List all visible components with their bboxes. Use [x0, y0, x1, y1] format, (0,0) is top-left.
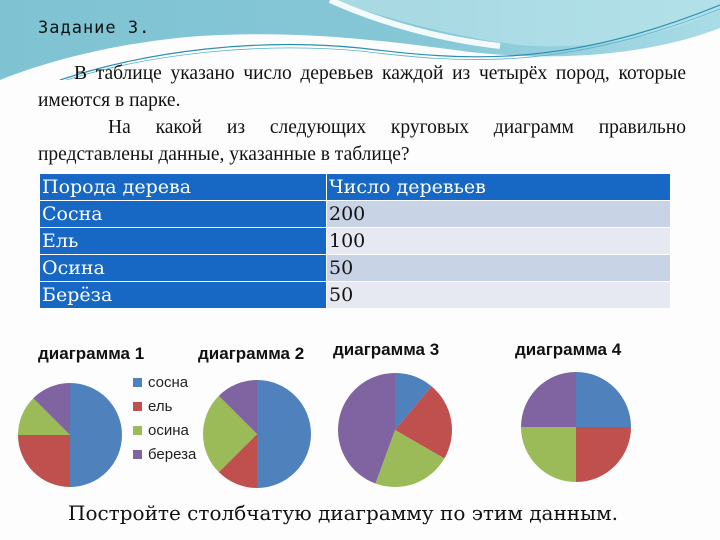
chart-legend: сосна ель осина береза [133, 370, 196, 466]
legend-item-spruce: ель [133, 394, 196, 418]
pie-slice-осина [18, 398, 70, 435]
pie-slice-ель [218, 434, 257, 488]
pie-slice-осина [521, 427, 576, 482]
chart-2-title: диаграмма 2 [198, 344, 305, 363]
table-row: Осина 50 [39, 254, 671, 282]
table-header-row: Порода дерева Число деревьев [39, 173, 671, 201]
header-wave-decoration [0, 0, 720, 80]
pie-slice-береза [33, 383, 70, 435]
cell-count: 200 [326, 200, 671, 228]
task-paragraph-1: В таблице указано число деревьев каждой … [38, 63, 686, 111]
cell-species: Ель [39, 227, 327, 255]
tree-count-table: Порода дерева Число деревьев Сосна 200 Е… [39, 173, 671, 309]
cell-species: Берёза [39, 281, 327, 309]
pie-slice-осина [203, 395, 257, 473]
pie-slice-сосна [576, 372, 631, 427]
pie-slice-ель [395, 386, 452, 459]
pie-slice-сосна [257, 380, 311, 488]
chart-4-title: диаграмма 4 [515, 340, 622, 359]
bar-chart-instruction: Постройте столбчатую диаграмму по этим д… [68, 501, 618, 525]
pie-chart-3 [338, 373, 452, 487]
task-paragraph-2: На какой из следующих круговых диаграмм … [38, 117, 686, 165]
pie-slice-береза [521, 372, 576, 427]
cell-count: 50 [326, 254, 671, 282]
pie-slice-сосна [395, 373, 432, 430]
legend-label: ель [148, 397, 173, 415]
pie-chart-1 [18, 383, 122, 487]
legend-item-birch: береза [133, 442, 196, 466]
cell-species: Сосна [39, 200, 327, 228]
header-tree-species: Порода дерева [39, 173, 327, 201]
pie-chart-4 [521, 372, 631, 482]
pie-slice-береза [218, 380, 257, 434]
legend-item-aspen: осина [133, 418, 196, 442]
task-title: Задание 3. [38, 18, 151, 38]
pie-slice-осина [375, 430, 445, 487]
legend-swatch-icon [133, 377, 142, 387]
legend-item-pine: сосна [133, 370, 196, 394]
cell-count: 50 [326, 281, 671, 309]
chart-1-title: диаграмма 1 [38, 344, 145, 363]
cell-species: Осина [39, 254, 327, 282]
pie-chart-2 [203, 380, 311, 488]
table-row: Ель 100 [39, 227, 671, 255]
header-tree-count: Число деревьев [326, 173, 671, 201]
pie-slice-ель [576, 427, 631, 482]
legend-swatch-icon [133, 401, 142, 411]
legend-label: осина [148, 421, 189, 439]
table-row: Берёза 50 [39, 281, 671, 309]
legend-swatch-icon [133, 449, 142, 459]
table-row: Сосна 200 [39, 200, 671, 228]
pie-slice-ель [18, 435, 70, 487]
pie-slice-сосна [70, 383, 122, 487]
legend-label: береза [148, 445, 197, 463]
legend-label: сосна [148, 373, 189, 391]
pie-slice-береза [338, 373, 395, 484]
legend-swatch-icon [133, 425, 142, 435]
chart-3-title: диаграмма 3 [333, 340, 440, 359]
cell-count: 100 [326, 227, 671, 255]
